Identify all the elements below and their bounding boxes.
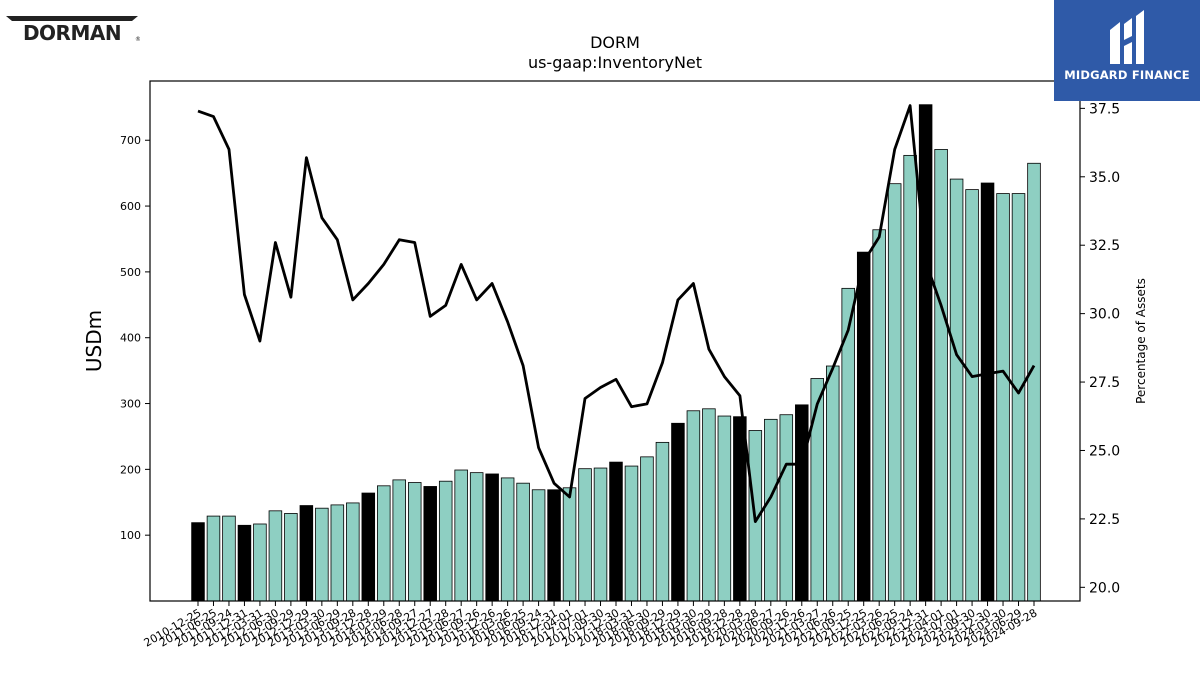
inventory-bar bbox=[965, 189, 979, 602]
inventory-bar bbox=[222, 515, 236, 602]
inventory-bar bbox=[856, 251, 871, 602]
right-axis: 20.0 22.5 25.0 27.5 30.0 32.5 35.0 37.5 bbox=[1080, 101, 1120, 596]
inventory-bar bbox=[469, 472, 484, 602]
svg-text:®: ® bbox=[135, 36, 140, 43]
inventory-bar bbox=[655, 441, 670, 602]
inventory-bar bbox=[253, 523, 267, 602]
inventory-bar bbox=[423, 486, 437, 602]
midgard-mark-icon bbox=[1110, 10, 1144, 64]
inventory-bar bbox=[640, 456, 654, 602]
midgard-logo: MIDGARD FINANCE bbox=[1054, 0, 1200, 101]
inventory-bar bbox=[315, 507, 329, 602]
inventory-bar bbox=[330, 504, 345, 602]
left-axis: 100 200 300 400 500 600 700 bbox=[120, 134, 150, 542]
inventory-bar bbox=[454, 469, 468, 602]
inventory-bar bbox=[407, 482, 422, 602]
inventory-bar bbox=[764, 418, 778, 602]
chart-title: DORM bbox=[590, 33, 640, 52]
midgard-logo-text: MIDGARD FINANCE bbox=[1064, 68, 1190, 82]
inventory-bar bbox=[346, 502, 360, 602]
inventory-bar bbox=[717, 415, 732, 602]
inventory-bar bbox=[733, 416, 747, 602]
inventory-bar bbox=[980, 182, 995, 602]
inventory-bar bbox=[578, 468, 592, 602]
left-tick-label: 200 bbox=[120, 463, 141, 476]
inventory-bar bbox=[284, 513, 298, 602]
inventory-bar bbox=[531, 489, 546, 602]
inventory-bar bbox=[779, 414, 794, 602]
right-tick-label: 30.0 bbox=[1089, 307, 1120, 323]
left-tick-label: 300 bbox=[120, 398, 141, 411]
y2-axis-label: Percentage of Assets bbox=[1134, 278, 1148, 404]
right-tick-label: 37.5 bbox=[1089, 101, 1120, 117]
left-tick-label: 400 bbox=[120, 332, 141, 345]
inventory-bar bbox=[918, 104, 933, 602]
chart-subtitle: us-gaap:InventoryNet bbox=[528, 53, 702, 72]
inventory-bar bbox=[485, 473, 499, 602]
right-tick-label: 25.0 bbox=[1089, 443, 1120, 459]
inventory-bar bbox=[624, 465, 639, 602]
inventory-bar bbox=[516, 482, 530, 602]
inventory-bar bbox=[392, 479, 407, 602]
inventory-bar bbox=[825, 365, 840, 602]
inventory-bar bbox=[810, 378, 825, 602]
inventory-bar bbox=[562, 487, 577, 602]
inventory-bar bbox=[934, 149, 948, 602]
right-tick-label: 22.5 bbox=[1089, 512, 1120, 528]
inventory-bar bbox=[903, 154, 917, 602]
right-tick-label: 35.0 bbox=[1089, 170, 1120, 186]
percentage-line bbox=[197, 104, 1036, 523]
right-tick-label: 27.5 bbox=[1089, 375, 1120, 391]
inventory-bar bbox=[996, 193, 1010, 602]
left-tick-label: 600 bbox=[120, 200, 141, 213]
inventory-bar bbox=[887, 183, 902, 602]
inventory-bar bbox=[949, 178, 964, 602]
dorman-logo: DORMAN ® bbox=[6, 16, 140, 44]
inventory-bar bbox=[671, 422, 685, 602]
inventory-bar bbox=[206, 515, 221, 602]
inventory-bar bbox=[1011, 193, 1026, 602]
inventory-bar bbox=[872, 229, 886, 602]
inventory-bar bbox=[841, 287, 855, 602]
y-axis-label: USDm bbox=[82, 310, 106, 372]
inventory-bar bbox=[1027, 162, 1041, 602]
left-tick-label: 700 bbox=[120, 134, 141, 147]
inventory-bar bbox=[686, 410, 701, 602]
bar-series bbox=[191, 104, 1041, 602]
right-tick-label: 32.5 bbox=[1089, 238, 1120, 254]
right-tick-label: 20.0 bbox=[1089, 580, 1120, 596]
inventory-bar bbox=[438, 480, 453, 602]
left-tick-label: 500 bbox=[120, 266, 141, 279]
inventory-bar bbox=[593, 467, 608, 602]
inventory-bar bbox=[268, 510, 283, 602]
inventory-bar bbox=[361, 492, 376, 602]
inventory-bar bbox=[609, 461, 623, 602]
plot-frame bbox=[149, 80, 1081, 602]
left-tick-label: 100 bbox=[120, 529, 141, 542]
inventory-bar bbox=[795, 404, 809, 602]
x-axis: 2010-12-252011-06-252011-09-242011-12-31… bbox=[142, 601, 1040, 650]
inventory-bar bbox=[547, 489, 561, 602]
inventory-bar bbox=[702, 408, 716, 602]
inventory-bar bbox=[377, 485, 391, 602]
inventory-bar bbox=[191, 522, 205, 602]
inventory-bar bbox=[237, 524, 252, 602]
inventory-bar bbox=[299, 505, 314, 602]
inventory-bar bbox=[500, 477, 515, 602]
svg-text:DORMAN: DORMAN bbox=[23, 21, 121, 44]
